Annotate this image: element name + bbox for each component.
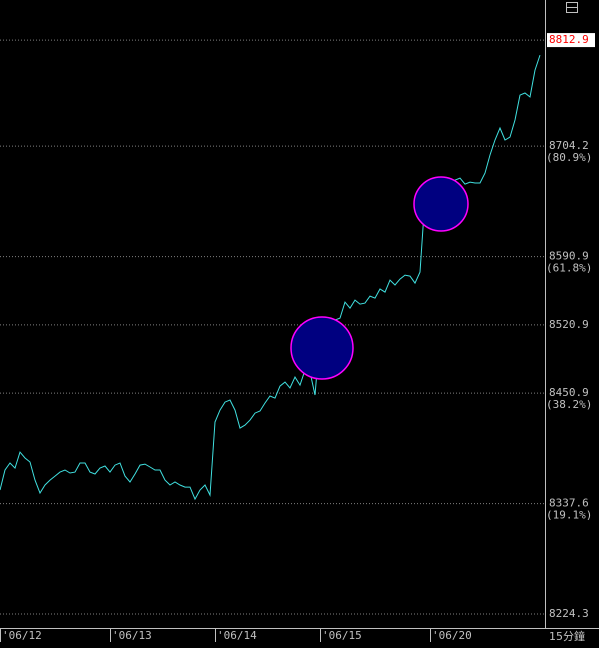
y-tick-label: 8337.6 [549,497,589,510]
last-price-box [547,33,595,48]
retracement-label: (38.2%) [546,398,592,411]
x-tick-label: '06/14 [217,629,257,642]
y-tick-label: 8590.9 [549,250,589,263]
x-tick-label: '06/20 [432,629,472,642]
y-tick-label: 8520.9 [549,318,589,331]
retracement-label: (19.1%) [546,509,592,522]
x-tick-label: '06/15 [322,629,362,642]
plot [0,39,545,615]
y-tick-label: 8450.9 [549,386,589,399]
retracement-label: (80.9%) [546,151,592,164]
retracement-label: (61.8%) [546,262,592,275]
annotation-circle [413,176,469,232]
y-tick-label: 8224.3 [549,607,589,620]
interval-label: 15分鐘 [549,629,585,643]
x-tick-label: '06/13 [112,629,152,642]
annotation-circle [290,316,354,380]
y-tick-label: 8812.9 [549,33,589,46]
y-tick-label: 8704.2 [549,139,589,152]
x-tick-label: '06/12 [2,629,42,642]
